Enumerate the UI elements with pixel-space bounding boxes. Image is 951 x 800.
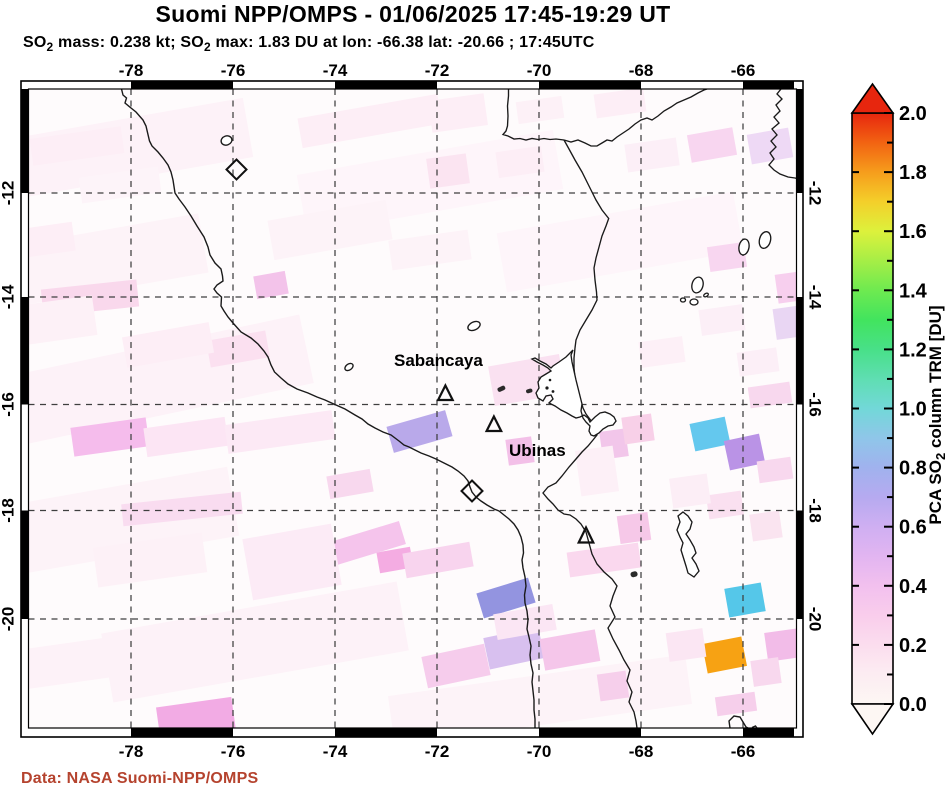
svg-text:-12: -12: [806, 181, 825, 206]
svg-text:1.8: 1.8: [899, 162, 927, 184]
svg-text:-78: -78: [119, 742, 144, 761]
svg-text:-20: -20: [806, 607, 825, 632]
svg-text:Data: NASA Suomi-NPP/OMPS: Data: NASA Suomi-NPP/OMPS: [21, 770, 258, 787]
svg-text:-70: -70: [527, 61, 552, 80]
svg-text:0.4: 0.4: [899, 576, 928, 598]
svg-text:Sabancaya: Sabancaya: [394, 351, 483, 370]
svg-text:-74: -74: [323, 742, 348, 761]
svg-text:PCA SO2 column TRM [DU]: PCA SO2 column TRM [DU]: [926, 305, 948, 524]
svg-text:-12: -12: [0, 181, 18, 206]
svg-text:1.4: 1.4: [899, 280, 928, 302]
svg-text:-16: -16: [0, 392, 18, 417]
svg-text:-20: -20: [0, 607, 18, 632]
svg-text:-14: -14: [806, 285, 825, 310]
svg-text:-68: -68: [629, 742, 654, 761]
svg-text:-72: -72: [425, 742, 450, 761]
svg-text:-18: -18: [806, 498, 825, 523]
svg-text:-18: -18: [0, 498, 18, 523]
svg-text:0.2: 0.2: [899, 635, 927, 657]
svg-text:-74: -74: [323, 61, 348, 80]
svg-text:-16: -16: [806, 392, 825, 417]
svg-text:-70: -70: [527, 742, 552, 761]
svg-text:-78: -78: [119, 61, 144, 80]
svg-text:-68: -68: [629, 61, 654, 80]
svg-text:-66: -66: [731, 742, 756, 761]
svg-text:-14: -14: [0, 284, 18, 309]
svg-text:-76: -76: [221, 61, 246, 80]
svg-text:0.6: 0.6: [899, 517, 927, 539]
svg-text:Suomi NPP/OMPS - 01/06/2025 17: Suomi NPP/OMPS - 01/06/2025 17:45-19:29 …: [156, 1, 671, 27]
svg-text:1.6: 1.6: [899, 221, 927, 243]
svg-text:2.0: 2.0: [899, 103, 927, 125]
svg-text:SO2 mass: 0.238 kt; SO2 max: 1: SO2 mass: 0.238 kt; SO2 max: 1.83 DU at …: [23, 34, 595, 54]
svg-text:-76: -76: [221, 742, 246, 761]
svg-text:-72: -72: [425, 61, 450, 80]
svg-text:0.8: 0.8: [899, 458, 927, 480]
svg-text:1.0: 1.0: [899, 399, 927, 421]
svg-text:Ubinas: Ubinas: [509, 441, 566, 460]
svg-text:0.0: 0.0: [899, 694, 927, 716]
svg-text:1.2: 1.2: [899, 339, 927, 361]
svg-text:-66: -66: [731, 61, 756, 80]
